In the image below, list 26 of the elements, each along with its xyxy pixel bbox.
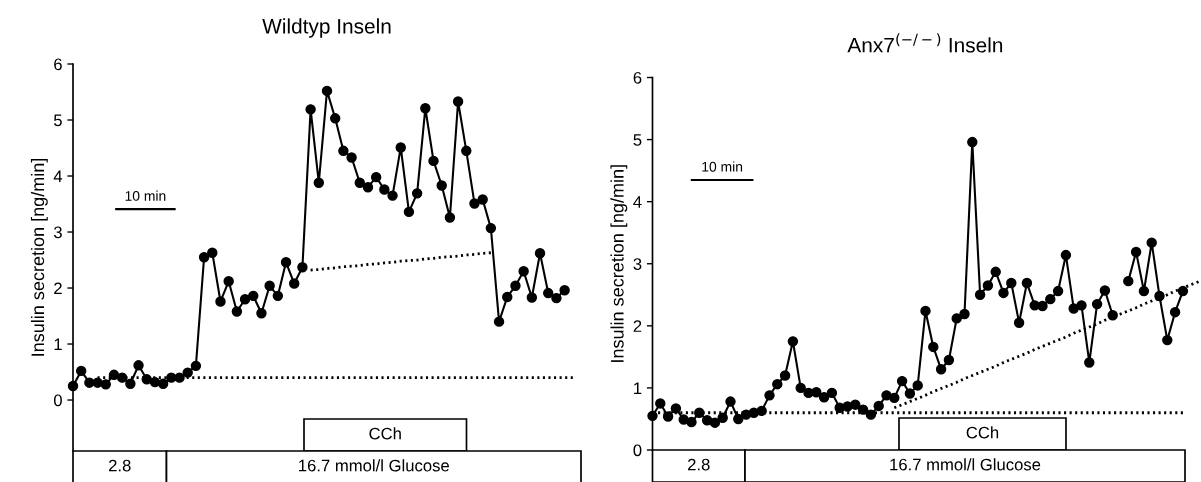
annotation: CCh [369,427,401,440]
chart-title: Wildtyp Inseln [262,18,391,38]
y-axis-title: Insulin secretion [ng/min] [610,165,628,362]
y-tick-label: 0 [53,394,62,407]
text: 2.8 [688,458,710,471]
annotation: CCh [966,426,999,439]
annotation: 10 min [702,161,743,172]
text: 2.8 [109,459,131,472]
y-tick-label: 2 [633,320,642,332]
y-tick-label: 6 [633,71,642,84]
y-tick-label: 5 [633,134,642,146]
y-tick-label: 0 [633,444,642,457]
y-tick-label: 1 [54,338,62,351]
annotation: 10 min [125,190,166,201]
chart-title: Anx7$^{(−/−)}$ Inseln [847,33,1003,53]
y-tick-label: 1 [634,382,642,394]
y-tick-label: 4 [53,170,63,183]
text: 16.7 mmol/l Glucose [890,458,1041,471]
y-tick-label: 3 [633,258,642,270]
y-tick-label: 2 [54,282,62,295]
text: 16.7 mmol/l Glucose [299,459,449,472]
y-tick-label: 5 [53,114,62,127]
y-tick-label: 6 [54,58,62,71]
y-tick-label: 4 [633,196,642,208]
y-tick-label: 3 [53,226,62,239]
y-axis-title: Insulin secretion [ng/min] [30,158,48,356]
